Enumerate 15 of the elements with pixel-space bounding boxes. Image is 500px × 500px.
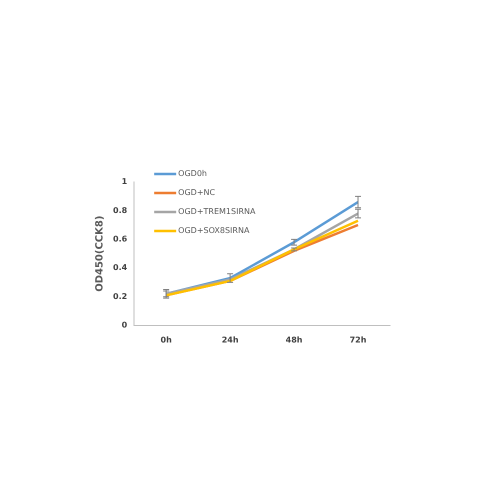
x-tick-label: 72h	[350, 335, 367, 344]
y-axis-title: OD450(CCK8)	[94, 216, 106, 292]
y-tick-label: 0.6	[113, 234, 128, 244]
y-tick-label: 0.4	[113, 263, 128, 272]
x-tick-label: 48h	[286, 335, 303, 344]
legend-label: OGD+NC	[178, 188, 216, 198]
y-tick-label: 0.8	[113, 206, 128, 215]
x-tick-label: 0h	[160, 335, 172, 344]
legend-label: OGD+SOX8SIRNA	[178, 226, 250, 236]
x-tick-label: 24h	[222, 335, 239, 344]
y-tick-label: 1	[122, 177, 128, 186]
legend-label: OGD0h	[178, 169, 207, 178]
y-tick-label: 0	[122, 320, 128, 330]
y-tick-label: 0.2	[113, 292, 128, 301]
legend-label: OGD+TREM1SIRNA	[178, 207, 256, 216]
